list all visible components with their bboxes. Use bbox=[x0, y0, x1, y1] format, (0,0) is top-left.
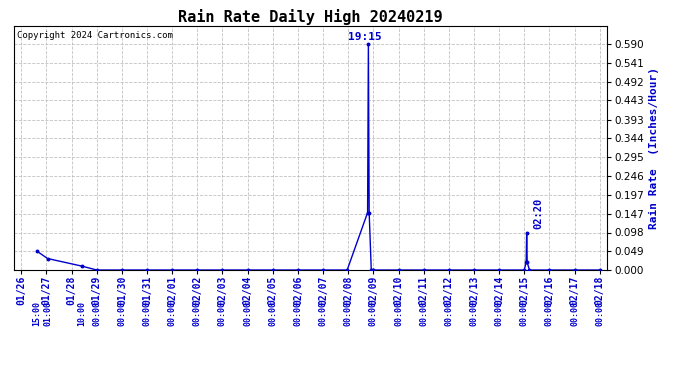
Text: 15:00: 15:00 bbox=[32, 300, 41, 326]
Text: 00:00: 00:00 bbox=[595, 300, 604, 326]
Text: 00:00: 00:00 bbox=[520, 300, 529, 326]
Text: 00:00: 00:00 bbox=[92, 300, 101, 326]
Text: 19:15: 19:15 bbox=[348, 32, 382, 42]
Text: 00:00: 00:00 bbox=[369, 300, 378, 326]
Text: Copyright 2024 Cartronics.com: Copyright 2024 Cartronics.com bbox=[17, 31, 172, 40]
Text: 00:00: 00:00 bbox=[243, 300, 252, 326]
Text: 00:00: 00:00 bbox=[193, 300, 202, 326]
Text: 00:00: 00:00 bbox=[293, 300, 302, 326]
Text: 02:20: 02:20 bbox=[533, 197, 543, 229]
Text: 00:00: 00:00 bbox=[419, 300, 428, 326]
Text: 00:00: 00:00 bbox=[394, 300, 403, 326]
Y-axis label: Rain Rate  (Inches/Hour): Rain Rate (Inches/Hour) bbox=[649, 67, 660, 229]
Text: 00:00: 00:00 bbox=[570, 300, 579, 326]
Text: 00:00: 00:00 bbox=[168, 300, 177, 326]
Text: 10:00: 10:00 bbox=[77, 300, 87, 326]
Text: 00:00: 00:00 bbox=[444, 300, 453, 326]
Text: 00:00: 00:00 bbox=[143, 300, 152, 326]
Text: 00:00: 00:00 bbox=[268, 300, 277, 326]
Text: 00:00: 00:00 bbox=[218, 300, 227, 326]
Title: Rain Rate Daily High 20240219: Rain Rate Daily High 20240219 bbox=[178, 9, 443, 25]
Text: 01:00: 01:00 bbox=[43, 300, 52, 326]
Text: 00:00: 00:00 bbox=[495, 300, 504, 326]
Text: 00:00: 00:00 bbox=[545, 300, 554, 326]
Text: 00:00: 00:00 bbox=[344, 300, 353, 326]
Text: 00:00: 00:00 bbox=[469, 300, 478, 326]
Text: 00:00: 00:00 bbox=[117, 300, 126, 326]
Text: 00:00: 00:00 bbox=[319, 300, 328, 326]
